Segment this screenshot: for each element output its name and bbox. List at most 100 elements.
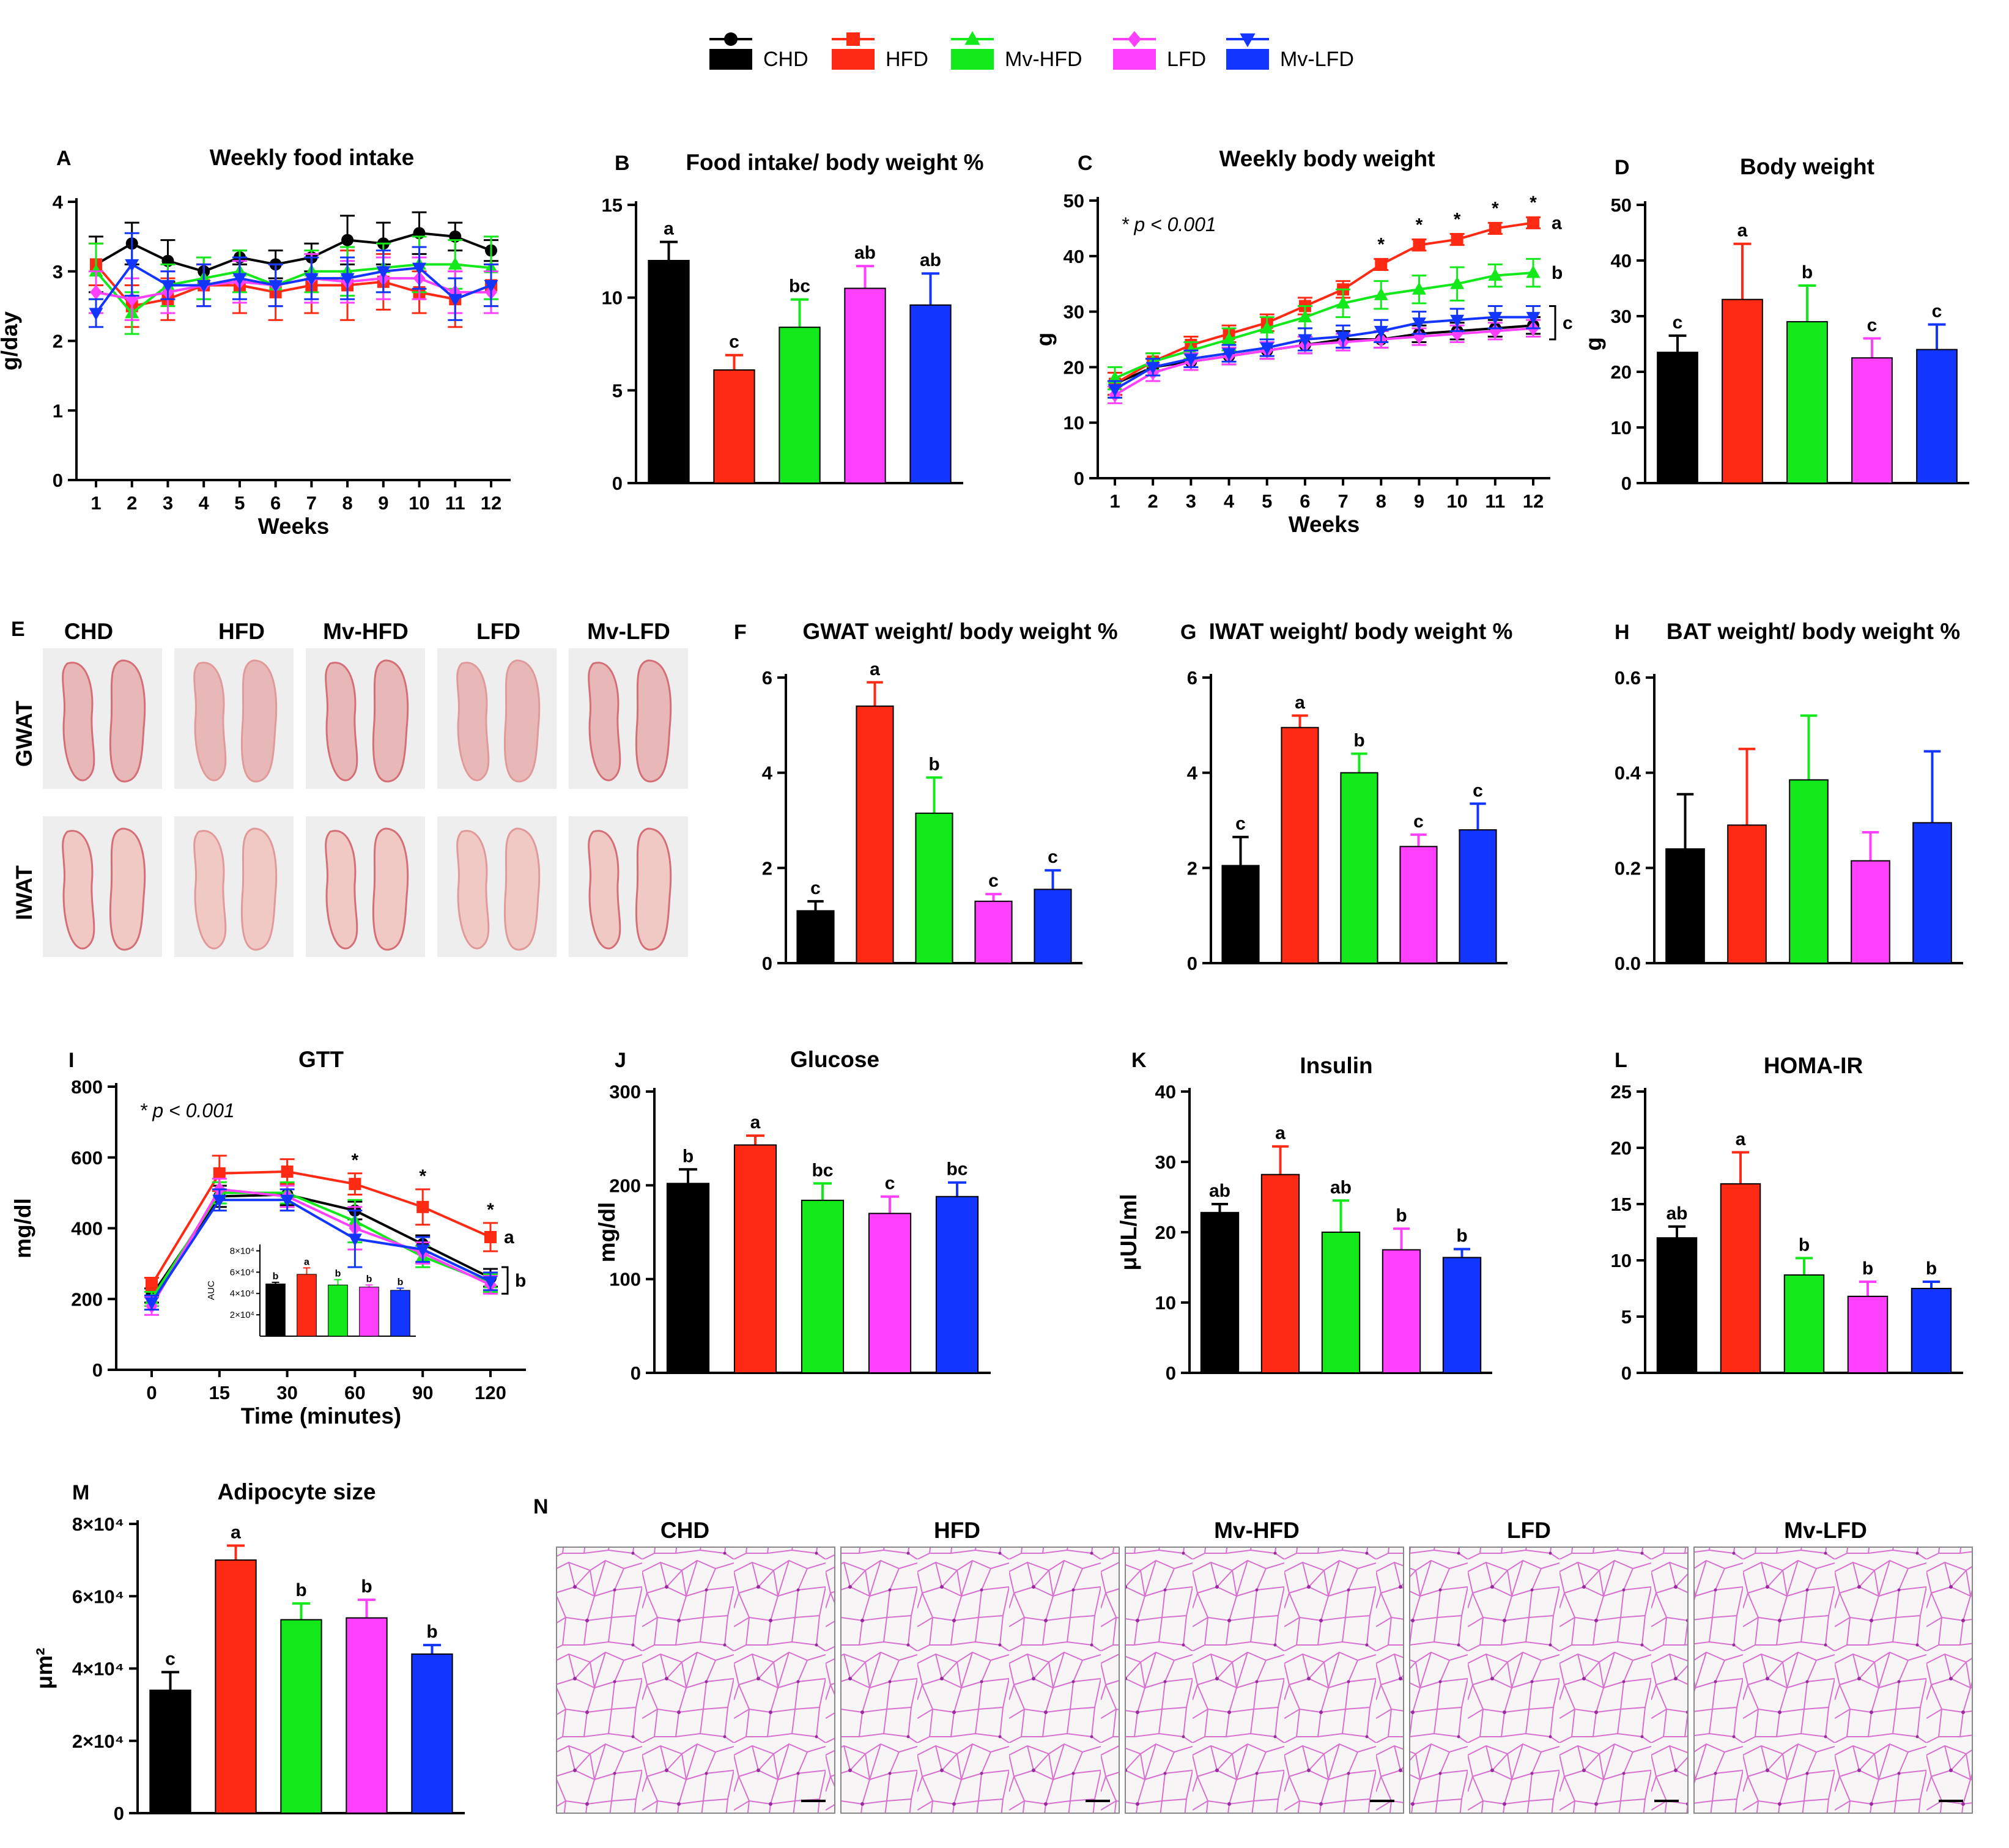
legend-swatch — [951, 49, 994, 70]
y-tick-label: 200 — [71, 1288, 103, 1310]
tissue-sample — [109, 659, 146, 783]
significance-label: c — [165, 1649, 176, 1669]
legend-marker-square — [846, 32, 860, 46]
panel-letter: F — [734, 621, 747, 644]
y-tick-label: 0 — [631, 1362, 641, 1384]
x-tick-label: 90 — [412, 1382, 433, 1403]
data-point — [349, 1178, 361, 1191]
y-tick-label: 0 — [114, 1803, 124, 1824]
y-tick-label: 0.6 — [1615, 667, 1641, 689]
y-axis-label: g — [1032, 333, 1057, 347]
tissue-sample — [109, 827, 146, 951]
significance-label: b — [1926, 1258, 1937, 1279]
data-point — [90, 284, 102, 300]
panel-letter: H — [1615, 621, 1630, 644]
y-axis-label: mg/dl — [10, 1198, 35, 1258]
legend-marker-circle — [724, 32, 738, 46]
y-tick-label: 4×10⁴ — [72, 1658, 124, 1680]
y-tick-label: 6 — [1187, 667, 1197, 689]
x-tick-label: 120 — [475, 1382, 506, 1403]
data-point — [484, 1230, 497, 1243]
inset-significance-label: b — [398, 1277, 404, 1288]
group-label: c — [1563, 313, 1573, 333]
x-tick-label: 2 — [127, 492, 137, 514]
tissue-sample — [588, 830, 621, 950]
bar — [1912, 822, 1952, 964]
histology-column-label: LFD — [1507, 1518, 1551, 1543]
data-point — [1260, 320, 1275, 334]
x-tick-label: 2 — [1148, 490, 1158, 512]
data-point — [1526, 312, 1541, 325]
data-point — [1526, 265, 1541, 278]
panel-title: Weekly body weight — [1219, 146, 1435, 171]
histology-image — [1125, 1547, 1404, 1814]
bar — [1281, 726, 1319, 964]
histology-column-label: Mv-HFD — [1214, 1518, 1300, 1543]
y-axis-label: g — [1581, 337, 1606, 351]
data-point — [1336, 295, 1350, 309]
tissue-sample — [325, 662, 358, 782]
y-tick-label: 0 — [53, 470, 63, 491]
significance-label: c — [1473, 780, 1483, 800]
group-label: b — [1552, 263, 1563, 283]
bar — [280, 1619, 322, 1814]
data-point — [125, 259, 139, 272]
y-axis-label: μUL/ml — [1116, 1194, 1141, 1270]
y-tick-label: 300 — [609, 1081, 641, 1103]
series-line-lfd — [1114, 327, 1534, 396]
significance-label: b — [1862, 1258, 1873, 1279]
x-tick-label: 4 — [199, 492, 210, 514]
significance-label: b — [683, 1146, 694, 1166]
y-tick-label: 8×10⁴ — [72, 1514, 124, 1535]
bar — [1382, 1249, 1421, 1373]
inset-bar — [297, 1274, 317, 1337]
bar — [935, 1196, 979, 1373]
significance-star: * — [1416, 215, 1423, 235]
histology-column-label: CHD — [660, 1518, 709, 1543]
x-tick-label: 7 — [1337, 490, 1348, 512]
panel-letter: M — [72, 1481, 89, 1504]
legend-label: CHD — [763, 48, 808, 71]
bar — [1657, 352, 1698, 484]
legend-label: Mv-LFD — [1280, 48, 1354, 71]
bar — [411, 1653, 453, 1814]
x-tick-label: 4 — [1224, 490, 1235, 512]
x-axis-label: Time (minutes) — [241, 1403, 401, 1429]
data-point — [1260, 342, 1275, 355]
y-tick-label: 0.4 — [1615, 763, 1641, 784]
panel-d-body-weight: D Body weight 0 10 20 30 40 50 g c a b c c — [1581, 154, 1969, 494]
significance-label: b — [361, 1576, 372, 1597]
tissue-sample — [503, 827, 541, 951]
data-point — [1451, 233, 1463, 246]
y-tick-label: 10 — [1155, 1292, 1176, 1314]
panel-letter: G — [1180, 621, 1196, 644]
bar — [1260, 1173, 1300, 1373]
data-point — [448, 294, 462, 307]
bar — [1340, 772, 1378, 964]
significance-label: c — [810, 878, 821, 898]
panel-letter: L — [1615, 1049, 1627, 1072]
x-tick-label: 9 — [378, 492, 388, 514]
panel-n-histology: N CHD HFD Mv-HFD LFD Mv-LFD — [533, 1495, 1973, 1814]
panel-title: BAT weight/ body weight % — [1667, 619, 1960, 644]
data-point — [89, 264, 103, 277]
data-point — [347, 1233, 362, 1246]
data-point — [1413, 238, 1426, 251]
significance-label: b — [295, 1580, 306, 1600]
panel-letter: C — [1078, 152, 1093, 175]
x-tick-label: 60 — [344, 1382, 365, 1403]
bar — [666, 1183, 710, 1374]
panel-title: GTT — [298, 1047, 344, 1072]
data-point — [1411, 282, 1426, 295]
y-tick-label: 40 — [1611, 250, 1632, 272]
x-tick-label: 8 — [1376, 490, 1386, 512]
data-point — [376, 266, 391, 279]
tissue-sample — [193, 662, 227, 782]
data-point — [1183, 353, 1198, 366]
data-point — [484, 280, 498, 293]
series-line-chd — [150, 1193, 491, 1296]
significance-label: c — [988, 871, 999, 891]
y-tick-label: 15 — [1611, 1194, 1632, 1215]
